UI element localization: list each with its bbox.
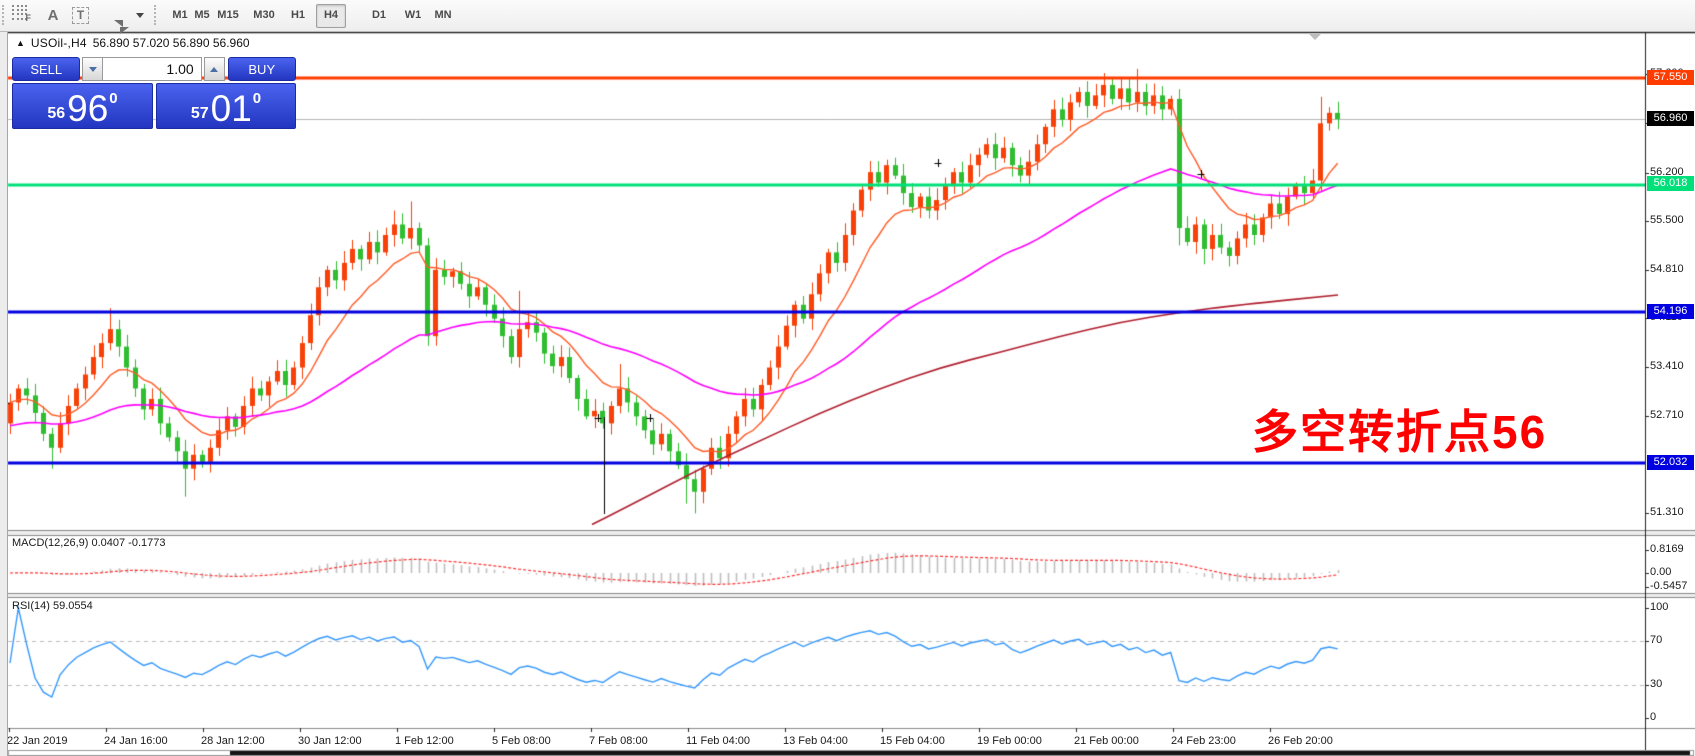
toolbar: F A T M1 M5 M15 M30 H1 H4 D1 W1 MN: [0, 0, 1695, 35]
rsi-tick-label: 100: [1650, 601, 1669, 613]
price-line-badge: 56.018: [1647, 176, 1694, 191]
macd-label: MACD(12,26,9) 0.0407 -0.1773: [12, 537, 166, 549]
volume-decrease-button[interactable]: [82, 57, 104, 81]
price-line-badge: 56.960: [1647, 111, 1694, 126]
time-tick-label: 30 Jan 12:00: [298, 735, 362, 747]
timeframe-button-mn[interactable]: MN: [434, 9, 452, 21]
price-tick-label: 51.310: [1650, 506, 1684, 518]
panel-collapse-icon[interactable]: [1308, 33, 1322, 40]
macd-tick-label: -0.5457: [1650, 580, 1688, 592]
buy-button[interactable]: BUY: [227, 57, 296, 81]
symbol-period-label: USOil-,H4: [30, 36, 87, 50]
down-arrow-icon: [88, 66, 97, 72]
rsi-tick-label: 70: [1650, 634, 1663, 646]
volume-input[interactable]: 1.00: [103, 57, 202, 81]
timeframe-button-m5[interactable]: M5: [194, 9, 210, 21]
time-tick-label: 28 Jan 12:00: [201, 735, 265, 747]
price-tick-label: 53.410: [1650, 360, 1684, 372]
time-tick-label: 22 Jan 2019: [7, 735, 68, 747]
cursor-mode-dropdown-icon[interactable]: [136, 4, 144, 26]
buy-price-big: 01: [210, 88, 252, 129]
buy-price-display[interactable]: 57 01 0: [156, 83, 296, 129]
price-line-badge: 57.550: [1647, 70, 1694, 85]
up-arrow-icon: [210, 66, 219, 72]
buy-price-small: 57: [190, 105, 209, 122]
sell-price-display[interactable]: 56 96 0: [12, 83, 153, 129]
timeframe-button-d1[interactable]: D1: [371, 9, 387, 21]
buy-price-sup: 0: [252, 90, 262, 107]
time-tick-label: 24 Feb 23:00: [1171, 735, 1236, 747]
chart-title: ▲ USOil-,H4 56.890 57.020 56.890 56.960: [16, 36, 250, 50]
sell-price-big: 96: [67, 88, 109, 129]
time-tick-label: 26 Feb 20:00: [1268, 735, 1333, 747]
rsi-label: RSI(14) 59.0554: [12, 600, 93, 612]
rsi-tick-label: 0: [1650, 711, 1657, 723]
cursor-mode-icon[interactable]: [112, 19, 130, 35]
one-click-trade-panel: SELL 1.00 BUY 56 96 0 57 01 0: [12, 57, 296, 129]
timeframe-button-h1[interactable]: H1: [290, 9, 306, 21]
price-tick-label: 56.200: [1650, 166, 1684, 178]
toolbar-drag-handle[interactable]: [2, 5, 8, 25]
time-tick-label: 13 Feb 04:00: [783, 735, 848, 747]
macd-tick-label: 0.00: [1650, 566, 1672, 578]
timeframe-button-m1[interactable]: M1: [172, 9, 188, 21]
rsi-tick-label: 30: [1650, 678, 1663, 690]
price-tick-label: 52.710: [1650, 409, 1684, 421]
timeframe-button-h4[interactable]: H4: [316, 4, 346, 28]
time-tick-label: 5 Feb 08:00: [492, 735, 551, 747]
timeframe-button-w1[interactable]: W1: [404, 9, 422, 21]
time-tick-label: 21 Feb 00:00: [1074, 735, 1139, 747]
time-tick-label: 24 Jan 16:00: [104, 735, 168, 747]
ohlc-values: 56.890 57.020 56.890 56.960: [92, 36, 250, 50]
time-tick-label: 11 Feb 04:00: [686, 735, 751, 747]
price-tick-label: 54.810: [1650, 263, 1684, 275]
volume-increase-button[interactable]: [203, 57, 225, 81]
window-left-edge: [0, 32, 8, 756]
toolbar-drag-handle-2[interactable]: [154, 5, 160, 25]
timeframe-button-m30[interactable]: M30: [253, 9, 275, 21]
timeframe-button-m15[interactable]: M15: [217, 9, 239, 21]
text-label-icon[interactable]: A: [47, 6, 59, 24]
sell-button[interactable]: SELL: [12, 57, 81, 81]
indicators-template-icon[interactable]: F: [12, 4, 31, 23]
price-tick-label: 55.500: [1650, 214, 1684, 226]
time-tick-label: 1 Feb 12:00: [395, 735, 454, 747]
text-box-icon[interactable]: T: [72, 4, 89, 26]
chart-annotation-text: 多空转折点56: [1252, 406, 1548, 458]
time-tick-label: 19 Feb 00:00: [977, 735, 1042, 747]
macd-tick-label: 0.8169: [1650, 543, 1684, 555]
sell-price-sup: 0: [109, 90, 118, 107]
time-tick-label: 15 Feb 04:00: [880, 735, 945, 747]
title-triangle-icon: ▲: [16, 38, 25, 48]
price-line-badge: 52.032: [1647, 455, 1694, 470]
price-line-badge: 54.196: [1647, 304, 1694, 319]
time-tick-label: 7 Feb 08:00: [589, 735, 648, 747]
sell-price-small: 56: [47, 105, 66, 122]
